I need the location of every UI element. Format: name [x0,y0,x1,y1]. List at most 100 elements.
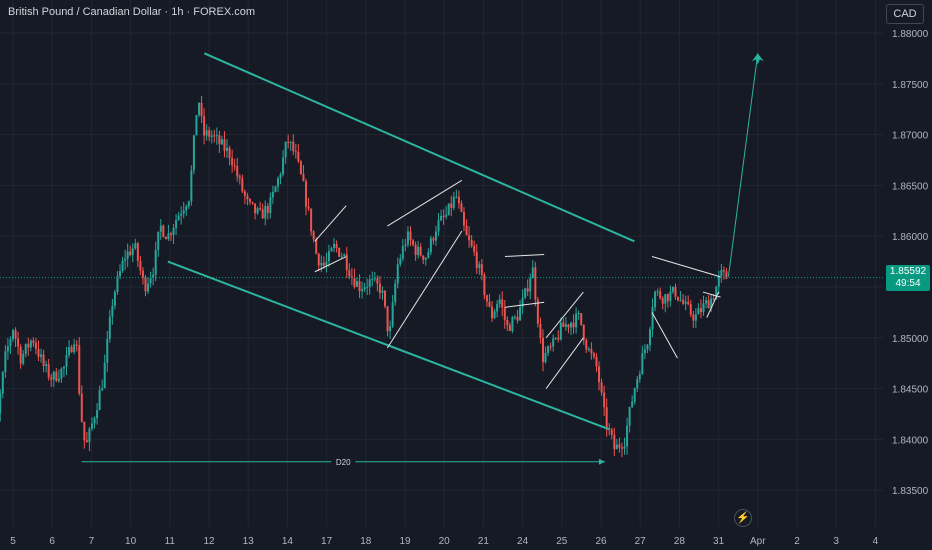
time-tick-label: 13 [243,536,255,547]
candle-body [610,429,613,435]
candle-body [108,316,111,339]
candle-body [694,314,697,321]
candle-body [636,379,639,389]
candle-body [473,245,476,252]
candle-body [226,147,229,151]
candle-body [55,371,58,381]
candle-body [271,192,274,198]
candle-body [220,139,223,145]
candle-body [88,428,91,443]
candle-body [154,249,157,275]
candle-body [503,307,506,320]
candle-body [241,178,244,192]
candle-body [389,326,392,332]
candle-body [457,196,460,204]
candle-body [511,317,514,331]
candle-body [419,246,422,256]
lightning-icon[interactable]: ⚡ [734,509,752,527]
time-tick-label: Apr [750,536,766,547]
candle-body [434,231,437,241]
candle-body [78,345,81,394]
time-tick-label: 10 [125,536,137,547]
bar-countdown: 49:54 [895,278,921,289]
price-tick-label: 1.86500 [892,181,929,192]
candle-body [462,211,465,226]
candle-body [175,220,178,229]
candle-body [544,352,547,363]
last-price-tag: 1.85592 49:54 [886,265,930,291]
pattern-line [545,337,584,389]
candle-body [705,300,708,304]
price-axis[interactable]: 1.88000 1.87500 1.87000 1.86500 1.86000 1.855… [892,29,929,497]
candle-body [299,161,302,174]
candle-body [587,349,590,351]
price-tick-label: 1.84500 [892,385,929,396]
time-tick-label: 7 [89,536,95,547]
candle-body [483,274,486,296]
candle-body [208,130,211,137]
currency-button[interactable]: CAD [886,4,924,24]
time-axis[interactable]: 5 6 7 10 11 12 13 14 17 18 19 20 21 24 25 26 27 28 31 Apr 2 3… [10,536,878,547]
candle-body [445,214,448,217]
candle-body [126,251,129,259]
candle-body [6,346,9,352]
candle-body [52,371,55,380]
candle-body [210,135,213,137]
candle-body [111,305,114,317]
candle-body [447,203,450,215]
candle-body [129,251,132,256]
candle-body [322,262,325,266]
candle-body [147,283,150,292]
candle-body [310,208,313,232]
time-tick-label: 17 [321,536,333,547]
candle-body [315,239,318,254]
candle-body [633,388,636,402]
candle-body [22,353,25,364]
candle-body [0,393,2,414]
candle-body [437,220,440,232]
candle-body [666,294,669,302]
candle-body [80,393,83,422]
candle-body [269,197,272,214]
candle-body [57,378,60,381]
candle-body [192,135,195,171]
candle-body [139,260,142,271]
candle-body [452,196,455,209]
candle-body [455,196,458,198]
candle-body [70,347,73,353]
candle-body [198,103,201,116]
candle-body [661,298,664,304]
candle-body [159,225,162,232]
candle-body [17,338,20,347]
price-tick-label: 1.85000 [892,334,929,345]
price-tick-label: 1.87000 [892,131,929,142]
pattern-line [706,291,720,318]
candle-body [557,337,560,340]
symbol-title[interactable]: British Pound / Canadian Dollar · 1h · F… [8,6,255,18]
candle-body [200,103,203,117]
candle-body [585,340,588,350]
candle-body [628,407,631,426]
candle-body [539,323,542,338]
candle-body [279,174,282,179]
candle-body [394,283,397,303]
candle-body [608,428,611,430]
candle-body [75,344,78,346]
candle-body [282,157,285,175]
candle-body [251,201,254,204]
candle-body [233,165,236,167]
candle-body [335,243,338,248]
candle-body [312,231,315,240]
candle-body [381,290,384,293]
candle-body [677,296,680,301]
candle-body [519,307,522,321]
candle-body [12,330,14,340]
candle-body [485,295,488,302]
candle-body [641,353,644,375]
candle-body [659,291,662,299]
candle-body [228,147,231,159]
time-tick-label: 14 [282,536,294,547]
candle-body [529,278,532,292]
price-tick-label: 1.86000 [892,232,929,243]
